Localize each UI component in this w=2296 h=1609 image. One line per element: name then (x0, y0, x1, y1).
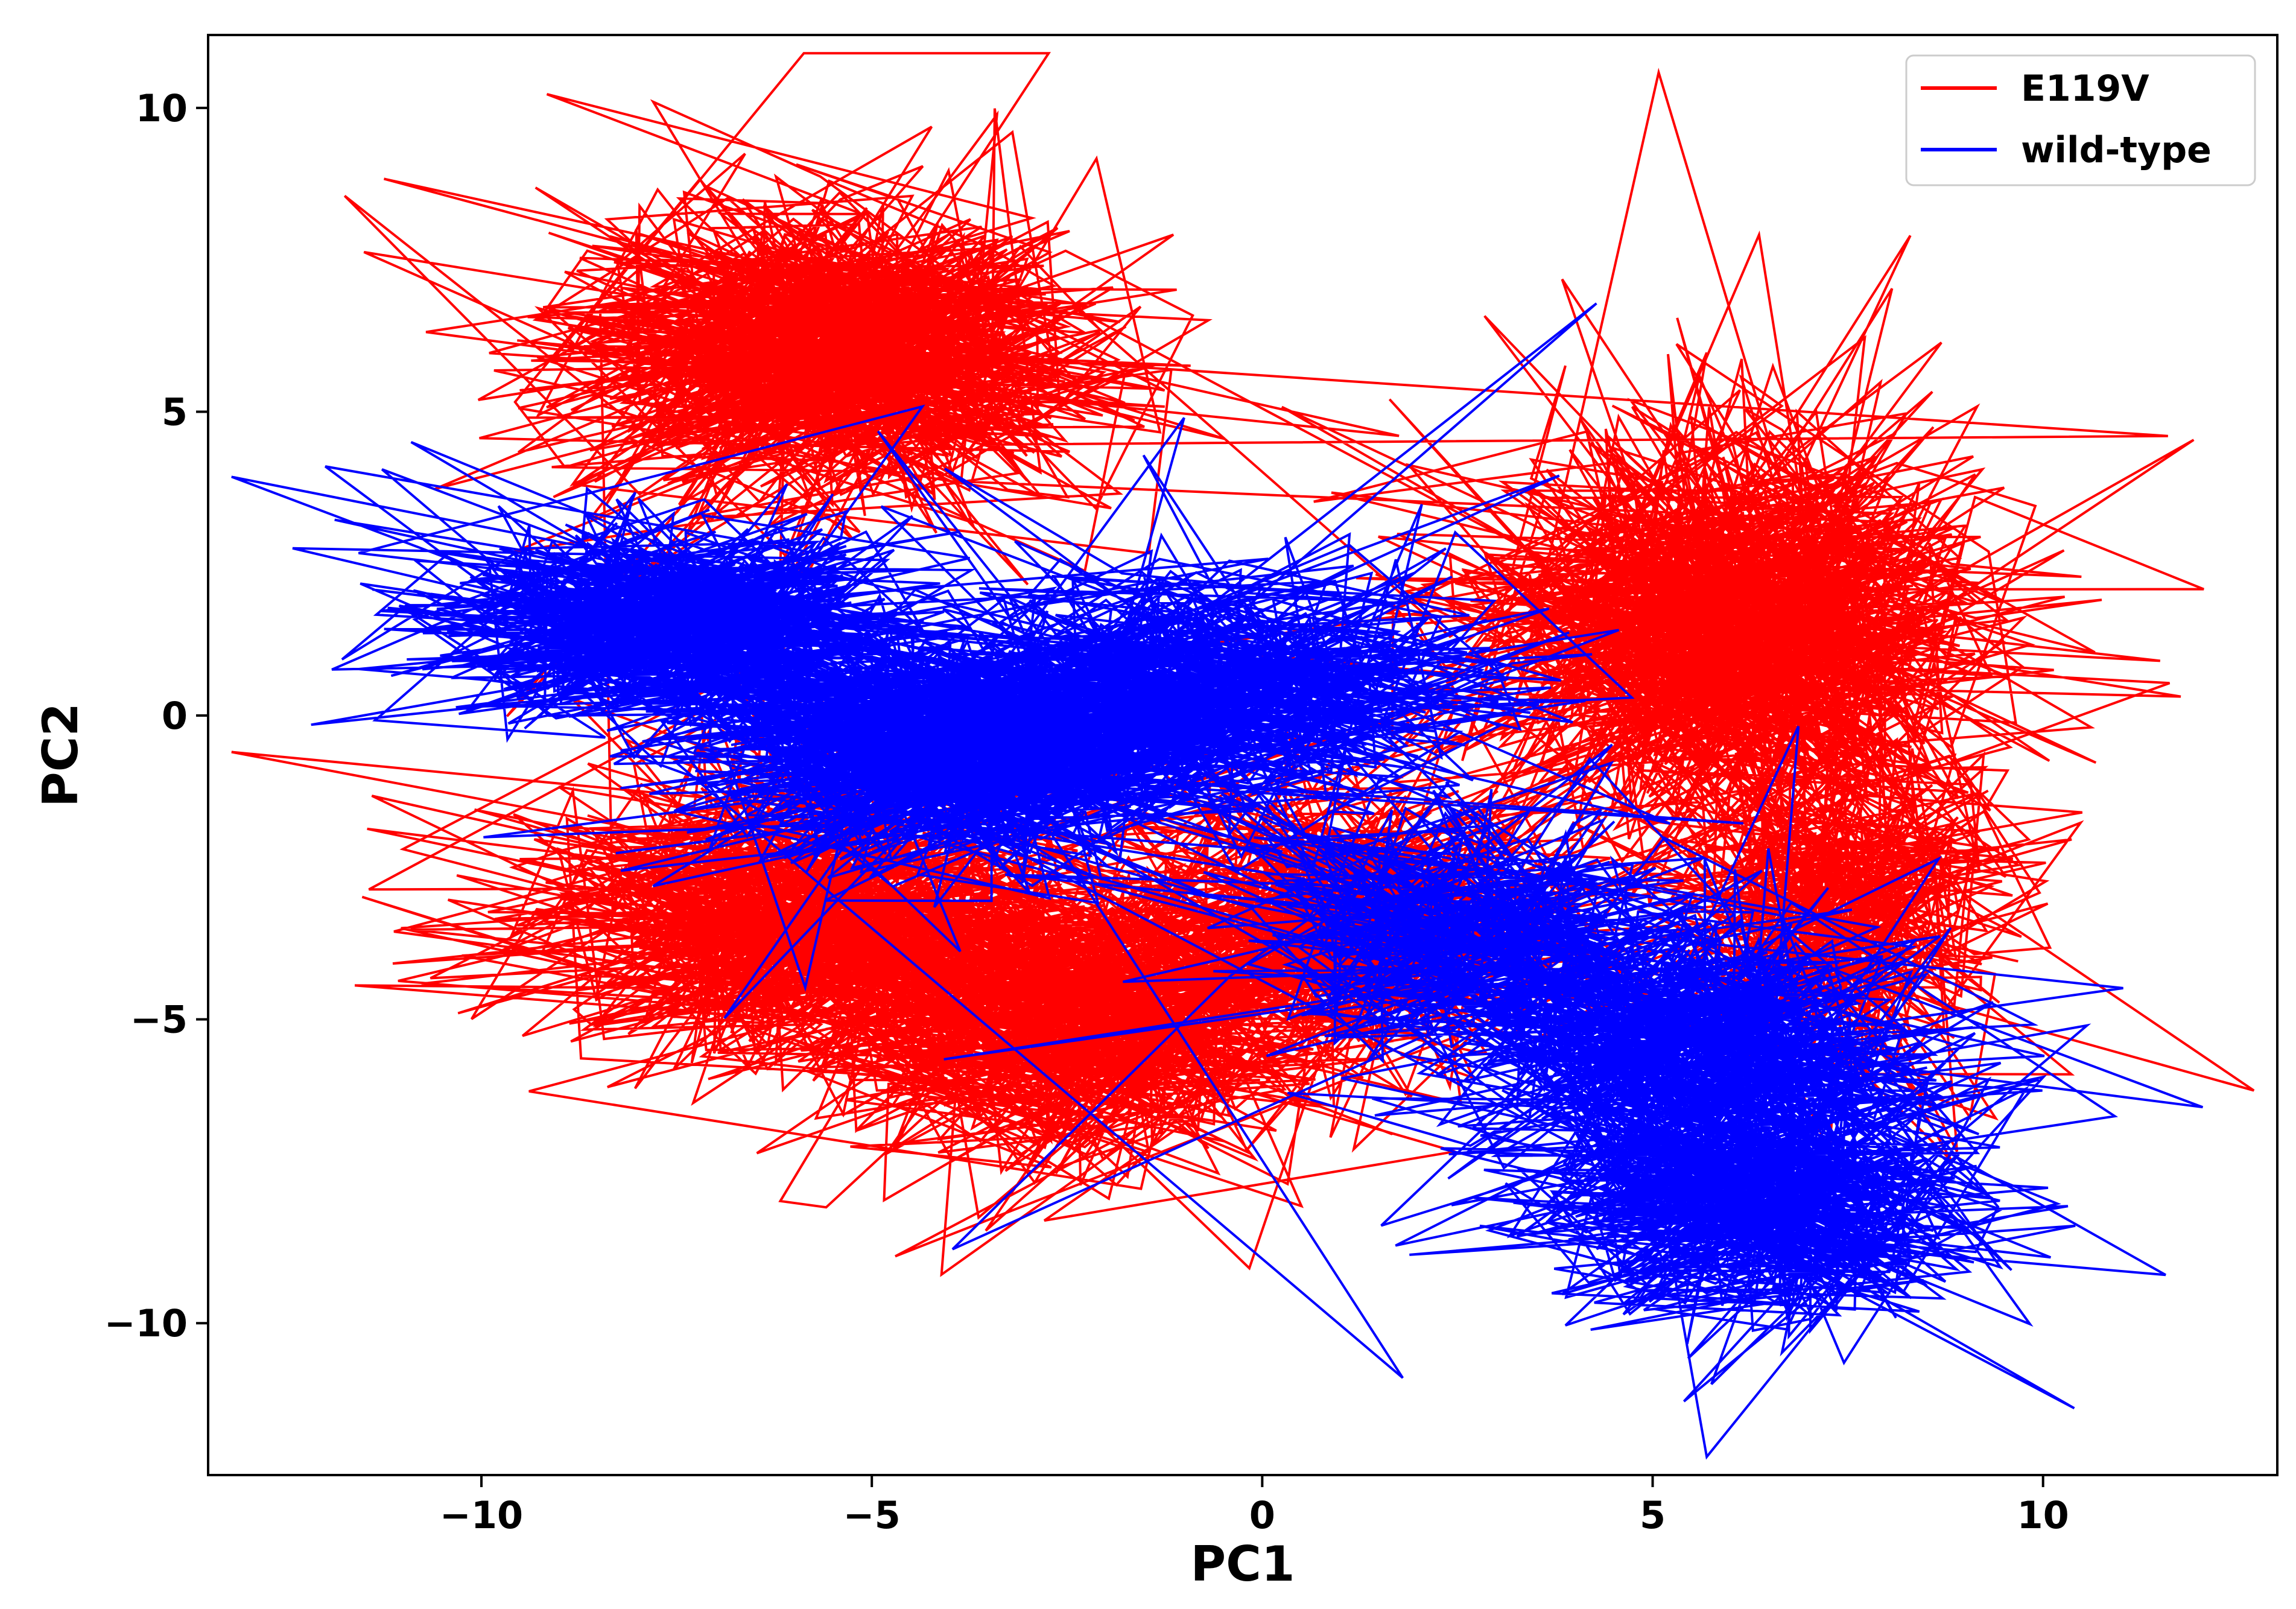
y-tick-label: 0 (162, 694, 188, 738)
legend-entry-wild-type: wild-type (2021, 129, 2212, 171)
series-line-wild-type (231, 302, 2204, 1460)
series-layer (231, 52, 2255, 1460)
x-axis-label: PC1 (1190, 1536, 1295, 1592)
x-tick-label: −10 (440, 1493, 523, 1537)
y-tick-label: −10 (104, 1301, 188, 1345)
y-tick-label: 10 (136, 86, 188, 130)
x-tick-label: −5 (843, 1493, 901, 1537)
y-axis-label: PC2 (33, 703, 89, 807)
x-axis-ticks: −10 −5 0 5 10 (440, 1475, 2069, 1537)
x-tick-label: 0 (1249, 1493, 1275, 1537)
legend: E119V wild-type (1905, 54, 2256, 186)
y-tick-label: 5 (162, 390, 188, 434)
legend-entry-e119v: E119V (2021, 68, 2149, 110)
x-tick-label: 5 (1640, 1493, 1666, 1537)
plot-frame (207, 34, 2279, 1476)
x-tick-label: 10 (2017, 1493, 2069, 1537)
y-tick-label: −5 (130, 998, 188, 1042)
y-axis-ticks: 10 5 0 −5 −10 (104, 86, 208, 1345)
